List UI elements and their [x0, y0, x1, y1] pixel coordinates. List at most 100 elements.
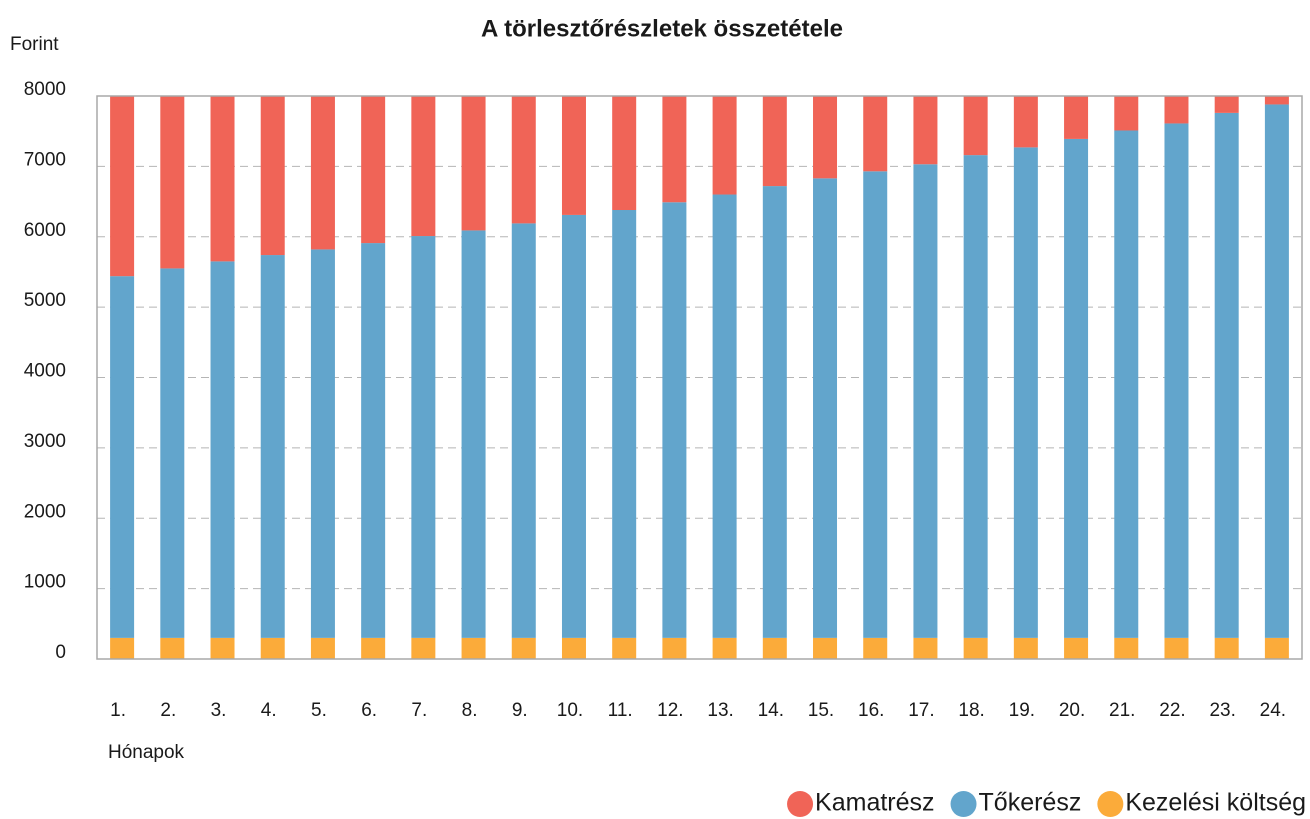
x-tick-label: 14. [758, 700, 784, 721]
x-tick-label: 9. [512, 700, 528, 721]
x-tick-label: 4. [261, 700, 277, 721]
bar-segment [1214, 112, 1239, 638]
bar-segment [963, 637, 988, 659]
bar-segment [160, 268, 185, 638]
bar-segment [712, 637, 737, 659]
bar-segment [963, 155, 988, 638]
bar-segment [260, 637, 285, 659]
bar-segment [361, 637, 386, 659]
bar-segment [612, 210, 637, 638]
x-tick-label: 7. [411, 700, 427, 721]
bar-segment [813, 96, 838, 179]
y-tick-label: 5000 [24, 290, 66, 311]
bar-segment [511, 96, 536, 224]
bar-segment [1013, 637, 1038, 659]
bar-segment [461, 96, 486, 231]
bar-segment [561, 96, 586, 215]
bar-segment [260, 255, 285, 638]
bar-segment [1164, 637, 1189, 659]
bar-segment [160, 637, 185, 659]
x-tick-label: 24. [1260, 700, 1286, 721]
legend-text: Kamatrész [815, 789, 934, 817]
bar-segment [863, 637, 888, 659]
bar-segment [662, 637, 687, 659]
bar-segment [310, 96, 335, 250]
bar-segment [1114, 637, 1139, 659]
bar-segment [411, 637, 436, 659]
bar-segment [762, 186, 787, 638]
legend-marker [950, 791, 977, 817]
x-axis-label: Hónapok [108, 742, 185, 763]
bar-segment [210, 96, 235, 262]
bar-segment [612, 96, 637, 211]
x-tick-label: 5. [311, 700, 327, 721]
bar-segment [662, 202, 687, 638]
bar-segment [561, 214, 586, 638]
legend-marker [787, 791, 814, 817]
x-tick-label: 21. [1109, 700, 1135, 721]
bar-segment [813, 637, 838, 659]
bar-segment [863, 96, 888, 172]
bar-segment [963, 96, 988, 156]
bar-segment [1214, 96, 1239, 113]
bar-segment [1114, 96, 1139, 131]
bar-segment [1164, 96, 1189, 124]
bar-segment [712, 96, 737, 195]
bar-segment [361, 243, 386, 638]
bar-segment [813, 178, 838, 638]
x-tick-label: 1. [110, 700, 126, 721]
x-tick-label: 12. [657, 700, 683, 721]
bar-segment [913, 637, 938, 659]
bar-segment [511, 223, 536, 638]
bar-segment [210, 637, 235, 659]
bar-segment [1064, 637, 1089, 659]
bar-segment [260, 96, 285, 256]
bar-segment [762, 96, 787, 187]
bar-segment [310, 637, 335, 659]
plot-frame [96, 95, 1303, 660]
bar-segment [210, 261, 235, 638]
bar-segment [1013, 147, 1038, 638]
bar-segment [1013, 96, 1038, 148]
bar-segment [913, 164, 938, 638]
bar-segment [1064, 96, 1089, 139]
bar-segment [1264, 104, 1289, 638]
bar-segment [1264, 637, 1289, 659]
x-tick-label: 17. [908, 700, 934, 721]
y-tick-label: 7000 [24, 149, 66, 170]
y-tick-label: 3000 [24, 431, 66, 452]
bar-segment [461, 230, 486, 638]
bar-segment [1164, 123, 1189, 638]
x-tick-label: 20. [1059, 700, 1085, 721]
x-tick-label: 22. [1159, 700, 1185, 721]
y-tick-label: 8000 [24, 79, 66, 100]
y-axis-label: Forint [10, 34, 59, 55]
x-tick-label: 10. [557, 700, 583, 721]
x-tick-label: 2. [160, 700, 176, 721]
bar-segment [411, 236, 436, 638]
x-tick-label: 16. [858, 700, 884, 721]
bar-segment [461, 637, 486, 659]
bar-segment [160, 96, 185, 269]
bar-segment [762, 637, 787, 659]
legend-text: Tőkerész [979, 789, 1082, 817]
bar-segment [1064, 138, 1089, 638]
chart-title: A törlesztőrészletek összetétele [481, 15, 843, 42]
bar-segment [110, 96, 135, 277]
x-tick-label: 19. [1009, 700, 1035, 721]
y-tick-label: 0 [55, 642, 66, 663]
bar-segment [110, 276, 135, 638]
y-tick-label: 1000 [24, 572, 66, 593]
legend-text: Kezelési költség [1125, 789, 1306, 817]
bar-segment [863, 171, 888, 638]
bar-segment [310, 249, 335, 638]
y-tick-label: 6000 [24, 220, 66, 241]
bar-segment [913, 96, 938, 165]
bar-segment [1214, 637, 1239, 659]
x-tick-label: 18. [958, 700, 984, 721]
x-tick-label: 23. [1209, 700, 1235, 721]
bar-segment [411, 96, 436, 237]
bar-segment [1114, 130, 1139, 638]
bar-segment [662, 96, 687, 203]
